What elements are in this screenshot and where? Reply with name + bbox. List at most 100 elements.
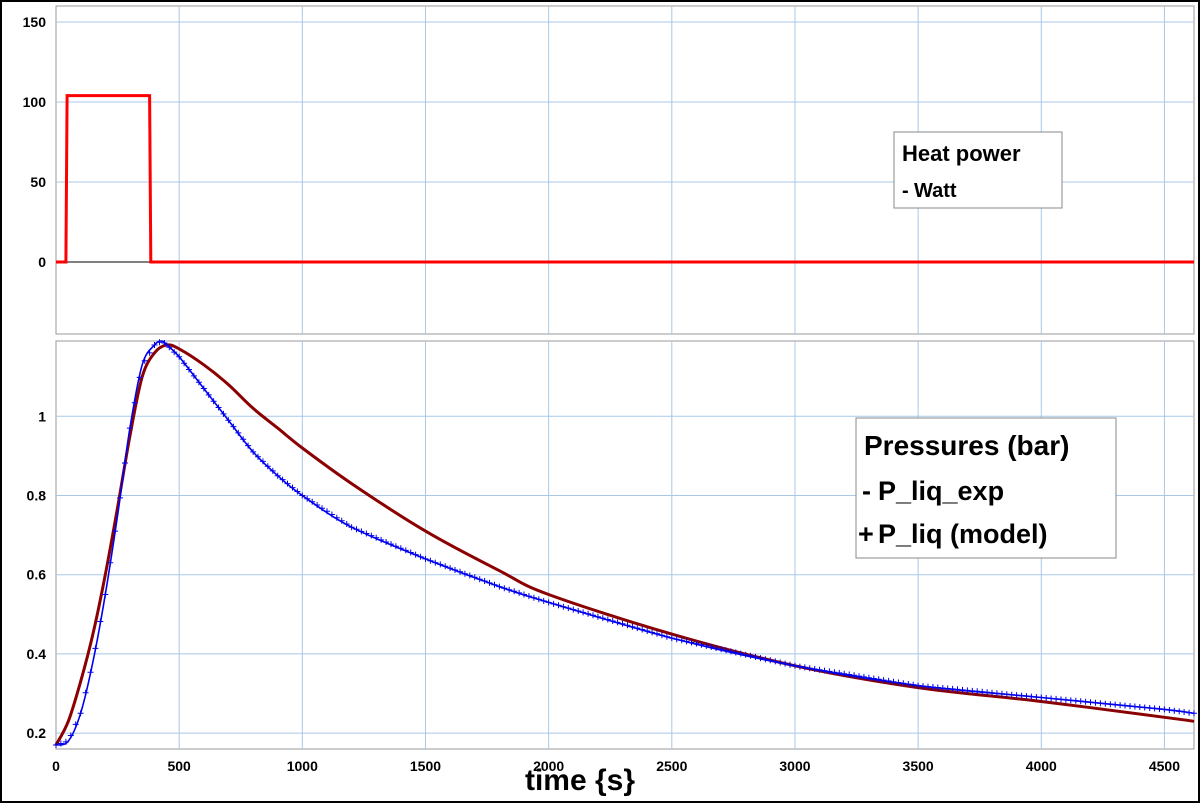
x-tick-label: 4000	[1026, 758, 1057, 774]
p-liq-model-marker	[624, 622, 631, 629]
p-liq-model-marker	[136, 374, 143, 381]
p-liq-model-marker	[580, 609, 587, 616]
p-liq-model-marker	[649, 629, 656, 636]
p-liq-model-marker	[777, 659, 784, 666]
p-liq-model-marker	[560, 603, 567, 610]
pressures-panel: 0.2 0.4 0.6 0.8 1 0 500 1000 1500 2000 2500 3000 35…	[27, 339, 1197, 774]
p-liq-model-marker	[432, 559, 439, 566]
x-tick-labels: 0 500 1000 1500 2000 2500 3000 3500 4000 4500	[52, 758, 1180, 774]
p-liq-model-marker	[737, 650, 744, 657]
p-liq-model-marker	[215, 404, 222, 411]
p-liq-model-marker	[698, 641, 705, 648]
p-liq-model-marker	[368, 532, 375, 539]
p-liq-model-marker	[437, 561, 444, 568]
p-liq-model-marker	[97, 618, 104, 625]
p-liq-model-marker	[658, 632, 665, 639]
p-liq-model-marker	[875, 676, 882, 683]
p-liq-model-marker	[742, 651, 749, 658]
p-liq-model-marker	[289, 484, 296, 491]
x-tick-label: 3500	[903, 758, 934, 774]
p-liq-model-marker	[235, 429, 242, 436]
bottom-y-tick-label: 0.8	[27, 487, 47, 503]
p-liq-model-marker	[890, 678, 897, 685]
p-liq-model-marker	[727, 648, 734, 655]
p-liq-model-marker	[397, 545, 404, 552]
legend-entry-p-liq-model: P_liq (model)	[878, 519, 1048, 549]
p-liq-model-marker	[255, 453, 261, 460]
p-liq-model-marker	[388, 541, 394, 548]
p-liq-model-marker	[402, 547, 409, 554]
p-liq-model-marker	[471, 574, 478, 581]
p-liq-model-marker	[304, 495, 311, 502]
p-liq-model-marker	[609, 618, 616, 624]
p-liq-model-marker	[319, 505, 325, 512]
p-liq-model-marker	[634, 625, 641, 632]
heat-power-legend-title: Heat power	[902, 141, 1021, 166]
x-tick-label: 2500	[656, 758, 687, 774]
p-liq-model-marker	[200, 385, 207, 392]
p-liq-model-marker	[718, 646, 725, 653]
p-liq-model-marker	[550, 600, 557, 607]
p-liq-model-marker	[427, 557, 434, 564]
p-liq-model-marker	[156, 339, 163, 346]
p-liq-model-marker	[1171, 707, 1178, 714]
p-liq-model-marker	[555, 602, 562, 609]
p-liq-model-marker	[190, 372, 197, 379]
p-liq-model-marker	[343, 521, 350, 527]
p-liq-model-marker	[107, 559, 114, 566]
p-liq-model-marker	[703, 642, 710, 649]
p-liq-model-marker	[688, 639, 695, 646]
p-liq-model-marker	[161, 340, 168, 346]
p-liq-model-marker	[806, 665, 813, 672]
heat-power-line	[56, 94, 1194, 264]
x-tick-label: 0	[52, 758, 60, 774]
p-liq-model-marker	[575, 608, 582, 614]
p-liq-model-marker	[122, 460, 128, 466]
p-liq-model-marker	[240, 436, 247, 443]
p-liq-model-marker	[865, 674, 872, 681]
p-liq-model-marker	[348, 524, 355, 531]
p-liq-model-marker	[77, 710, 84, 717]
p-liq-model-marker	[732, 649, 739, 656]
p-liq-model-marker	[210, 398, 217, 405]
p-liq-model-marker	[309, 498, 316, 505]
p-liq-model-marker	[860, 673, 867, 680]
p-liq-model-marker	[910, 681, 917, 688]
p-liq-model-marker	[678, 637, 685, 644]
p-liq-model-marker	[171, 349, 178, 356]
p-liq-model-marker	[250, 448, 257, 455]
p-liq-model-marker	[757, 655, 764, 662]
p-liq-model-marker	[841, 670, 848, 677]
p-liq-model-marker	[324, 508, 330, 515]
p-liq-model-marker	[442, 563, 449, 570]
x-tick-label: 1500	[410, 758, 441, 774]
p-liq-model-marker	[772, 658, 779, 665]
legend-entry-watt: Watt	[914, 180, 957, 202]
p-liq-model-marker	[851, 672, 858, 679]
p-liq-model-marker	[333, 514, 340, 521]
p-liq-exp-line	[54, 343, 1195, 746]
p-liq-model-marker	[836, 669, 843, 676]
p-liq-model-marker	[614, 619, 621, 626]
p-liq-model-marker	[713, 645, 720, 652]
p-liq-model-marker	[654, 630, 660, 637]
p-liq-model-marker	[816, 666, 823, 673]
p-liq-model-marker	[176, 353, 183, 360]
p-liq-model-marker	[82, 689, 89, 696]
x-tick-label: 500	[167, 758, 191, 774]
heat-power-legend-box	[893, 131, 1063, 209]
p-liq-model-marker	[338, 517, 345, 524]
pressures-legend-box	[855, 417, 1117, 559]
p-liq-model-marker	[67, 732, 74, 739]
p-liq-model-marker	[1181, 709, 1188, 715]
p-liq-model-marker	[62, 738, 69, 745]
p-liq-model-marker	[511, 588, 518, 595]
p-liq-model-marker	[363, 530, 370, 537]
p-liq-model-marker	[294, 488, 301, 495]
top-y-tick-label: 0	[38, 254, 46, 270]
p-liq-model-marker	[535, 596, 542, 603]
p-liq-model-marker	[545, 599, 552, 606]
p-liq-model-marker	[264, 463, 271, 470]
p-liq-model-marker	[821, 667, 828, 674]
p-liq-model-marker	[422, 555, 429, 562]
